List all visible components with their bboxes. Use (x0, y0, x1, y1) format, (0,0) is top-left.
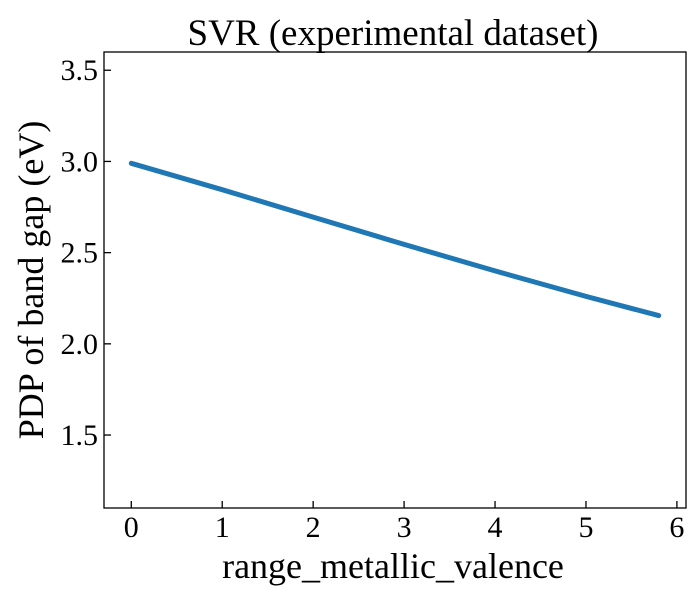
chart-title: SVR (experimental dataset) (188, 13, 599, 54)
x-tick-label: 3 (397, 511, 412, 544)
x-tick-label: 0 (124, 511, 139, 544)
x-axis-label: range_metallic_valence (222, 546, 564, 586)
x-tick-label: 5 (578, 511, 593, 544)
axes-frame (103, 51, 687, 509)
y-tick-label: 2.5 (61, 237, 99, 270)
x-tick-label: 1 (215, 511, 230, 544)
y-tick-label: 3.0 (61, 145, 99, 178)
y-tick-label: 3.5 (61, 54, 99, 87)
x-tick-label: 6 (669, 511, 684, 544)
series-line-0 (128, 160, 662, 319)
x-tick-label: 2 (306, 511, 321, 544)
y-tick-label: 2.0 (61, 328, 99, 361)
y-tick-label: 1.5 (61, 419, 99, 452)
y-axis-label: PDP of band gap (eV) (11, 121, 51, 440)
x-tick-label: 4 (488, 511, 503, 544)
plot-area: 0 1 2 3 4 5 6 1.5 2.0 2.5 3.0 3.5 (61, 51, 687, 544)
